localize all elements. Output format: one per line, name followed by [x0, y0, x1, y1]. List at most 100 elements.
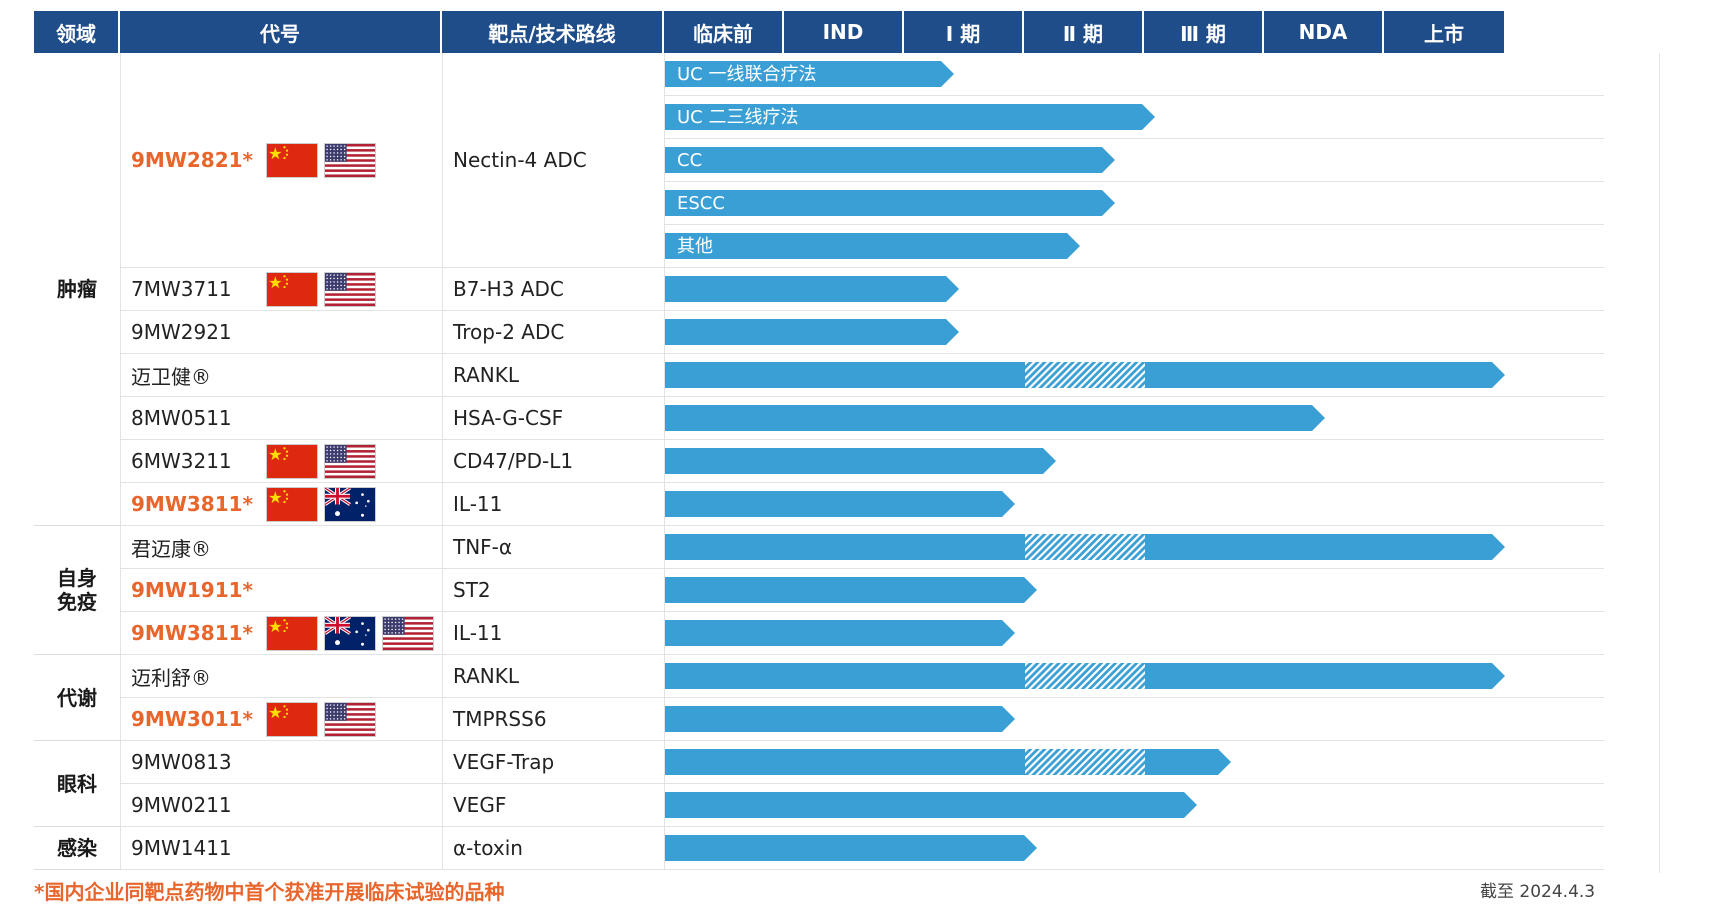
progress-row: [664, 612, 1604, 655]
code-cell: 9MW3811*: [120, 483, 442, 526]
program-target: IL-11: [453, 621, 503, 645]
target-cell: TMPRSS6: [442, 698, 664, 741]
target-cell: CD47/PD-L1: [442, 440, 664, 483]
progress-bar: [665, 577, 1037, 603]
progress-bar-shape: [665, 835, 1037, 861]
progress-bar: [665, 706, 1015, 732]
program-code: 迈利舒®: [131, 665, 211, 690]
progress-bar: [665, 620, 1015, 646]
cn-flag: [267, 272, 317, 306]
indication-label: ESCC: [677, 192, 725, 214]
target-cell: RANKL: [442, 354, 664, 397]
program-code: 9MW2921: [131, 320, 232, 344]
target-cell: Trop-2 ADC: [442, 311, 664, 354]
code-cell: 9MW2821*: [120, 53, 442, 268]
progress-row: CC: [664, 139, 1604, 182]
code-cell: 9MW3011*: [120, 698, 442, 741]
progress-bar: [665, 491, 1015, 517]
us-flag: [325, 702, 375, 736]
code-cell: 9MW1411: [120, 827, 442, 870]
program-target: TMPRSS6: [453, 707, 547, 731]
program-code: 9MW1411: [131, 836, 232, 860]
domain-label: 感染: [57, 836, 97, 860]
progress-row: [664, 655, 1604, 698]
header-domain: 领域: [34, 11, 120, 53]
progress-bar-shape: [665, 448, 1056, 474]
program-code: 9MW2821*: [131, 148, 254, 172]
target-cell: VEGF-Trap: [442, 741, 664, 784]
code-cell: 迈卫健®: [120, 354, 442, 397]
program-target: ST2: [453, 578, 491, 602]
us-flag: [325, 143, 375, 177]
progress-bar: [665, 147, 1115, 173]
progress-bar: [665, 190, 1115, 216]
program-code: 6MW3211: [131, 449, 232, 473]
program-target: B7-H3 ADC: [453, 277, 564, 301]
us-flag: [325, 272, 375, 306]
progress-row: [664, 784, 1604, 827]
code-cell: 9MW2921: [120, 311, 442, 354]
progress-bar-shape: [665, 706, 1015, 732]
progress-bar: [665, 61, 954, 87]
progress-bar: [665, 362, 1505, 388]
code-cell: 迈利舒®: [120, 655, 442, 698]
progress-bar: [665, 835, 1037, 861]
target-cell: α-toxin: [442, 827, 664, 870]
header-stage-phase3: Ⅲ 期: [1144, 11, 1264, 53]
program-target: RANKL: [453, 363, 519, 387]
progress-bar: [665, 749, 1231, 775]
program-target: CD47/PD-L1: [453, 449, 574, 473]
progress-bar-shape: [665, 405, 1325, 431]
progress-row: [664, 741, 1604, 784]
indication-label: UC 一线联合疗法: [677, 63, 817, 85]
progress-bar: [665, 663, 1505, 689]
progress-row: [664, 440, 1604, 483]
program-code: 8MW0511: [131, 406, 232, 430]
progress-bar-shape: [665, 104, 1155, 130]
progress-bar-shape: [665, 147, 1115, 173]
program-code: 9MW1911*: [131, 578, 254, 602]
footnote: *国内企业同靶点药物中首个获准开展临床试验的品种: [34, 880, 505, 904]
target-cell: HSA-G-CSF: [442, 397, 664, 440]
program-code: 9MW3011*: [131, 707, 254, 731]
program-code: 迈卫健®: [131, 364, 211, 389]
indication-label: UC 二三线疗法: [677, 106, 799, 128]
domain-cell: 肿瘤: [34, 53, 120, 526]
indication-label: 其他: [677, 235, 713, 257]
progress-bar-shape: [665, 233, 1080, 259]
target-cell: IL-11: [442, 483, 664, 526]
domain-label: 自身 免疫: [57, 566, 97, 614]
progress-row: [664, 698, 1604, 741]
progress-bar: [665, 792, 1197, 818]
us-flag: [325, 444, 375, 478]
indication-label: CC: [677, 149, 703, 171]
program-code: 7MW3711: [131, 277, 232, 301]
program-target: α-toxin: [453, 836, 523, 860]
header-stage-preclinical: 临床前: [664, 11, 784, 53]
progress-row: [664, 268, 1604, 311]
phase-skipped-hatch: [1025, 362, 1145, 388]
program-target: Nectin-4 ADC: [453, 148, 587, 172]
progress-bar: [665, 448, 1056, 474]
cn-flag: [267, 616, 317, 650]
header-target: 靶点/技术路线: [442, 11, 664, 53]
code-cell: 7MW3711: [120, 268, 442, 311]
cn-flag: [267, 444, 317, 478]
progress-bar-shape: [665, 319, 959, 345]
code-cell: 9MW3811*: [120, 612, 442, 655]
domain-cell: 感染: [34, 827, 120, 870]
header-stage-phase1: Ⅰ 期: [904, 11, 1024, 53]
progress-row: [664, 397, 1604, 440]
date-note: 截至 2024.4.3: [1480, 882, 1596, 902]
program-target: RANKL: [453, 664, 519, 688]
domain-label: 代谢: [57, 685, 97, 710]
progress-bar-shape: [665, 577, 1037, 603]
code-cell: 6MW3211: [120, 440, 442, 483]
code-cell: 9MW1911*: [120, 569, 442, 612]
target-cell: B7-H3 ADC: [442, 268, 664, 311]
progress-row: [664, 827, 1604, 870]
progress-bar: [665, 319, 959, 345]
progress-bar-shape: [665, 792, 1197, 818]
table-right-border: [1659, 53, 1660, 873]
target-cell: ST2: [442, 569, 664, 612]
